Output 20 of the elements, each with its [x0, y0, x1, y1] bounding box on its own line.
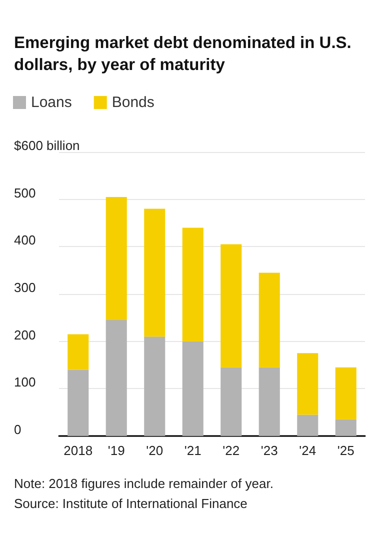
y-tick-label: 300 — [14, 280, 36, 295]
source-note: Source: Institute of International Finance — [14, 495, 248, 513]
x-tick-label: '25 — [337, 443, 354, 458]
x-tick-label: '20 — [146, 443, 164, 458]
y-tick-label: 500 — [14, 185, 36, 200]
x-tick-label: '24 — [299, 443, 316, 458]
text: Note: 2018 figures include remainder of year. — [14, 475, 274, 493]
x-tick-label: 2018 — [64, 443, 93, 458]
legend-label: Loans — [31, 94, 72, 111]
x-tick-label: '22 — [222, 443, 240, 458]
x-tick-label: '23 — [260, 443, 278, 458]
y-tick-label: 400 — [14, 232, 36, 248]
y-tick-label: 0 — [14, 422, 22, 437]
x-tick-label: '19 — [108, 443, 125, 458]
y-tick-label: $600 billion — [14, 138, 80, 153]
legend-label: Bonds — [112, 94, 154, 111]
y-tick-label: 100 — [14, 374, 36, 390]
y-tick-label: 200 — [14, 327, 36, 342]
chart-title: Emerging market debt denominated in U.S. dollars, by year of maturity — [14, 33, 352, 76]
x-tick-label: '21 — [184, 443, 202, 458]
